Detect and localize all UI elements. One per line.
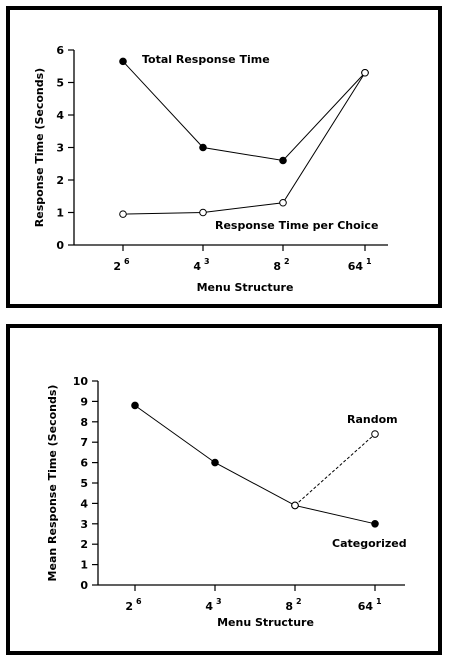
x-tick-label: 4	[205, 600, 213, 613]
x-tick-exponent: 2	[296, 597, 302, 606]
x-tick-label: 8	[273, 260, 281, 273]
y-axis-title: Response Time (Seconds)	[33, 68, 46, 227]
y-tick-label: 8	[80, 416, 88, 429]
x-axis-title: Menu Structure	[217, 616, 314, 629]
y-tick-label: 3	[80, 518, 88, 531]
series-line-2	[294, 433, 376, 506]
series-label: Response Time per Choice	[215, 219, 378, 232]
data-point-series-2	[291, 501, 299, 510]
y-tick-label: 10	[73, 375, 89, 388]
data-point-series-1	[211, 458, 219, 467]
data-point-series-1	[119, 57, 127, 66]
data-point-series-2	[119, 210, 127, 218]
series-line-1	[122, 61, 366, 162]
y-tick-label: 6	[56, 44, 64, 57]
y-tick-label: 1	[56, 207, 64, 220]
x-tick-label: 8	[285, 600, 293, 613]
y-tick-label: 9	[80, 395, 88, 408]
x-tick-exponent: 3	[204, 257, 210, 266]
data-point-series-1	[199, 143, 207, 152]
series-label: Total Response Time	[142, 53, 270, 66]
y-tick-label: 0	[80, 579, 88, 592]
series-label: Random	[347, 413, 398, 426]
x-tick-label: 64	[348, 260, 364, 273]
x-tick-label: 64	[358, 600, 374, 613]
x-tick-label: 4	[193, 260, 201, 273]
x-tick-exponent: 6	[124, 257, 130, 266]
x-tick-exponent: 3	[216, 597, 222, 606]
data-point-series-2	[199, 208, 207, 217]
y-tick-label: 0	[56, 239, 64, 252]
y-tick-label: 5	[56, 77, 64, 90]
chart-panel-top: 0 1 2 3 4 5 6 2 6 4 3 8 2 64 1 Menu Structure Response T…	[6, 6, 442, 308]
data-point-series-1	[279, 156, 287, 165]
x-tick-exponent: 6	[136, 597, 142, 606]
data-point-series-2	[279, 198, 287, 207]
y-tick-label: 5	[80, 477, 88, 490]
series-line-1	[134, 405, 376, 525]
data-point-series-1	[371, 520, 379, 528]
y-tick-label: 7	[80, 436, 88, 449]
series-line-2	[122, 72, 366, 215]
data-point-series-2	[371, 430, 379, 438]
y-tick-label: 4	[56, 109, 64, 122]
data-point-series-1	[131, 401, 139, 410]
x-tick-label: 2	[113, 260, 121, 273]
y-tick-label: 2	[80, 538, 88, 551]
x-tick-exponent: 2	[284, 257, 290, 266]
x-axis-title: Menu Structure	[197, 281, 294, 294]
y-tick-label: 2	[56, 174, 64, 187]
y-tick-label: 1	[80, 559, 88, 572]
x-tick-exponent: 1	[376, 597, 382, 606]
y-tick-label: 3	[56, 142, 64, 155]
x-tick-exponent: 1	[366, 257, 372, 266]
series-label: Categorized	[332, 537, 407, 550]
y-axis-title: Mean Response Time (Seconds)	[46, 385, 59, 582]
x-tick-label: 2	[125, 600, 133, 613]
chart-panel-bottom: 0 1 2 3 4 5 6 7 8 9 10 2 6 4 3 8 2 64 1 Menu Structure Mean …	[6, 324, 442, 655]
y-tick-label: 6	[80, 457, 88, 470]
data-point-series-2	[361, 68, 369, 77]
y-tick-label: 4	[80, 497, 88, 510]
